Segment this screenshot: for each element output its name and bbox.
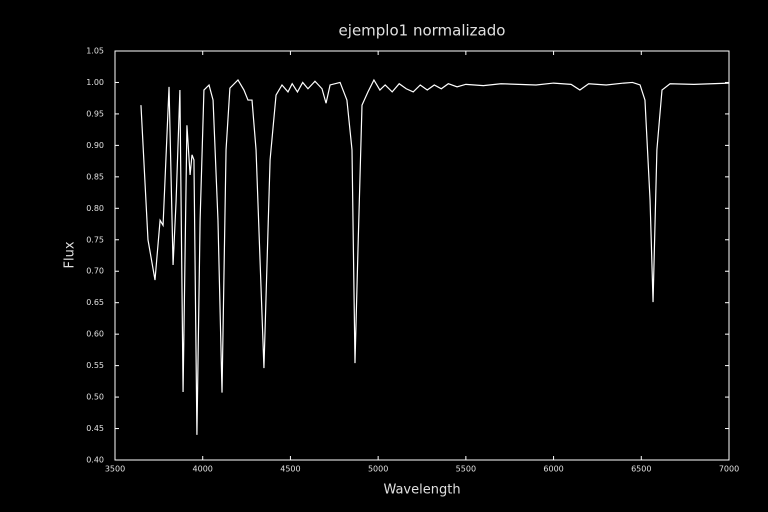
y-tick-label: 0.40 [86,456,104,465]
x-tick-label: 4500 [280,465,300,474]
x-tick-label: 6000 [543,465,563,474]
y-tick-label: 1.05 [86,47,104,56]
spectrum-line [140,78,730,435]
x-tick-label: 5000 [368,465,388,474]
y-tick-label: 0.65 [86,298,104,307]
chart-title: ejemplo1 normalizado [339,22,506,40]
y-tick-label: 1.00 [86,78,104,87]
y-tick-label: 0.95 [86,109,104,118]
y-axis-label: Flux [63,241,78,268]
x-tick-label: 3500 [105,465,125,474]
x-tick-label: 6500 [631,465,651,474]
y-tick-label: 0.60 [86,330,104,339]
y-tick-label: 0.55 [86,361,104,370]
x-axis-label: Wavelength [383,483,460,498]
y-tick-label: 0.45 [86,424,104,433]
y-tick-label: 0.80 [86,204,104,213]
y-tick-label: 0.50 [86,393,104,402]
y-tick-label: 0.70 [86,267,104,276]
y-tick-label: 0.85 [86,172,104,181]
plot-frame [114,50,730,461]
x-tick-label: 7000 [719,465,739,474]
x-tick-label: 5500 [456,465,476,474]
y-tick-label: 0.90 [86,141,104,150]
x-tick-label: 4000 [193,465,213,474]
y-tick-label: 0.75 [86,235,104,244]
